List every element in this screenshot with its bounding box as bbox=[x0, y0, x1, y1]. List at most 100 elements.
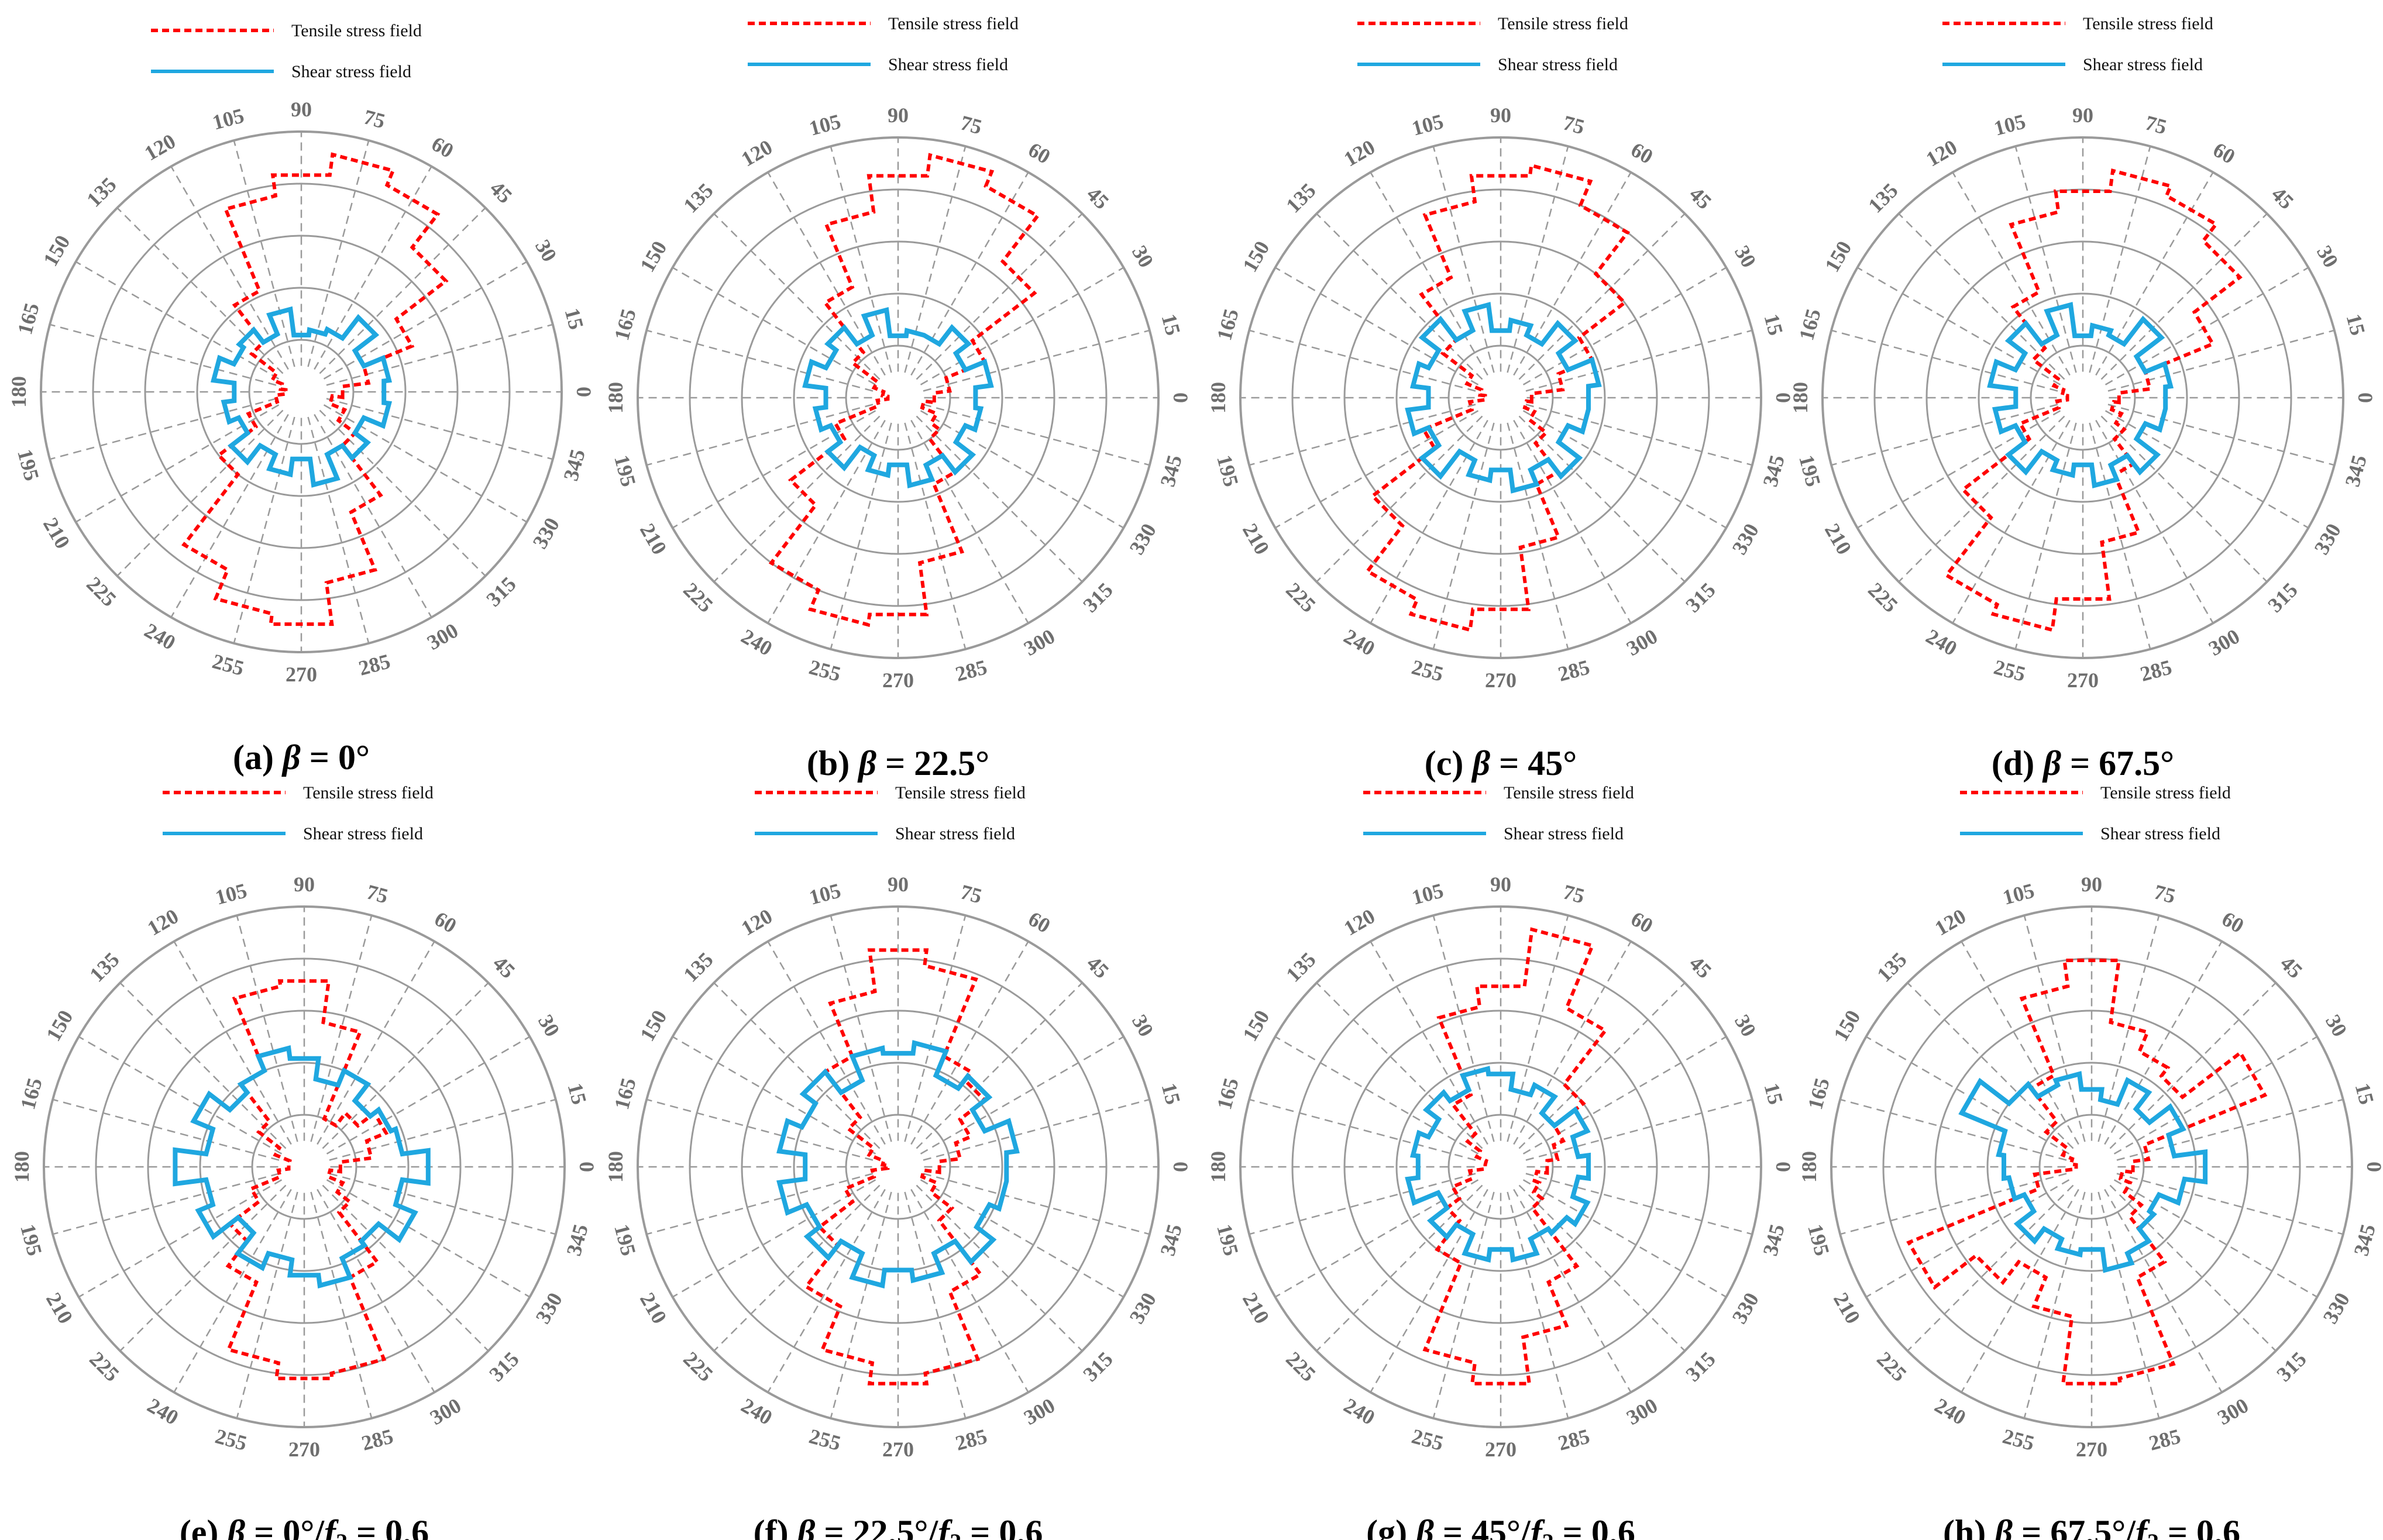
angular-tick-label: 180 bbox=[1789, 382, 1812, 414]
grid-spoke bbox=[1274, 1036, 1479, 1155]
grid-spoke bbox=[1961, 1188, 2079, 1393]
grid-spoke bbox=[2100, 415, 2268, 583]
caption-letter: (c) bbox=[1425, 744, 1473, 783]
grid-spoke bbox=[75, 404, 280, 523]
grid-spoke bbox=[1522, 1036, 1727, 1155]
angular-tick-label: 195 bbox=[1803, 1222, 1834, 1259]
angular-tick-label: 270 bbox=[2076, 1438, 2107, 1461]
grid-spoke bbox=[2109, 982, 2277, 1149]
angular-tick-label: 45 bbox=[1685, 182, 1717, 214]
angular-tick-label: 165 bbox=[16, 1076, 47, 1112]
tensile-series-line bbox=[225, 979, 389, 1380]
grid-spoke bbox=[1518, 1184, 1686, 1352]
angular-tick-label: 240 bbox=[1340, 624, 1379, 660]
grid-spoke bbox=[52, 1173, 280, 1235]
angular-tick-label: 255 bbox=[807, 1424, 844, 1455]
angular-tick-label: 30 bbox=[2312, 242, 2343, 271]
grid-spoke bbox=[329, 1098, 556, 1161]
angular-tick-label: 45 bbox=[1082, 182, 1114, 214]
angular-tick-label: 315 bbox=[1078, 578, 1117, 616]
grid-ring bbox=[1343, 240, 1658, 555]
angular-tick-label: 345 bbox=[2349, 1222, 2380, 1259]
grid-spoke bbox=[1507, 1191, 1569, 1419]
tensile-series-line bbox=[1944, 168, 2243, 632]
angular-tick-label: 75 bbox=[361, 105, 387, 133]
angular-tick-label: 285 bbox=[953, 1424, 990, 1455]
angular-tick-label: 75 bbox=[2143, 111, 2169, 139]
legend: Tensile stress field Shear stress field bbox=[755, 783, 1026, 843]
grid-spoke bbox=[916, 1184, 1083, 1352]
grid-ring bbox=[741, 240, 1055, 555]
grid-spoke bbox=[904, 1191, 967, 1419]
shear-series-line bbox=[776, 1040, 1020, 1288]
angular-tick-label: 300 bbox=[2205, 624, 2244, 660]
grid-spoke bbox=[1370, 1188, 1488, 1393]
panel-caption: (b) β = 22.5° bbox=[807, 744, 989, 783]
angular-tick-label: 135 bbox=[1281, 948, 1320, 986]
angular-tick-label: 195 bbox=[610, 453, 641, 490]
grid-spoke bbox=[2089, 422, 2151, 650]
polar-panel-h: Tensile stress field Shear stress field 0 1… bbox=[1797, 783, 2383, 1540]
grid-spoke bbox=[1898, 415, 2065, 583]
grid-ring bbox=[2030, 344, 2136, 451]
angular-tick-label: 135 bbox=[1872, 948, 1911, 986]
grid-spoke bbox=[2097, 915, 2160, 1142]
grid-ring bbox=[1934, 1010, 2249, 1324]
angular-tick-label: 0 bbox=[575, 1162, 599, 1172]
grid-spoke bbox=[1525, 1173, 1753, 1235]
legend: Tensile stress field Shear stress field bbox=[1357, 14, 1628, 74]
angular-tick-label: 150 bbox=[1238, 237, 1274, 276]
shear-series-line bbox=[173, 1045, 431, 1288]
angular-tick-label: 210 bbox=[635, 1288, 672, 1328]
angular-tick-label: 315 bbox=[484, 1347, 523, 1386]
angular-tick-label: 165 bbox=[1794, 306, 1825, 343]
grid-spoke bbox=[2116, 1098, 2344, 1161]
angular-tick-label: 135 bbox=[82, 173, 121, 211]
grid-spoke bbox=[767, 171, 886, 376]
grid-spoke bbox=[236, 915, 298, 1142]
caption-beta: β bbox=[1415, 1513, 1434, 1540]
grid-spoke bbox=[2095, 419, 2214, 624]
grid-spoke bbox=[713, 1184, 881, 1352]
angular-tick-label: 300 bbox=[1020, 624, 1059, 660]
angular-tick-label: 225 bbox=[679, 578, 717, 616]
grid-spoke bbox=[322, 982, 489, 1149]
grid-spoke bbox=[920, 1179, 1125, 1298]
angular-tick-label: 165 bbox=[610, 1076, 641, 1112]
angular-tick-label: 105 bbox=[213, 878, 250, 909]
angular-tick-label: 270 bbox=[882, 1438, 914, 1461]
angular-tick-label: 30 bbox=[534, 1011, 565, 1041]
grid-spoke bbox=[2095, 171, 2214, 376]
grid-spoke bbox=[307, 140, 370, 367]
grid-spoke bbox=[1513, 419, 1632, 624]
caption-value: = 0°/ bbox=[245, 1513, 325, 1540]
angular-tick-label: 315 bbox=[1681, 578, 1720, 616]
angular-tick-label: 285 bbox=[2147, 1424, 2183, 1455]
panel-caption: (h) β = 67.5°/f2 = 0.6 bbox=[1943, 1513, 2240, 1540]
angular-tick-label: 105 bbox=[2000, 878, 2037, 909]
grid-spoke bbox=[1525, 404, 1753, 466]
grid-spoke bbox=[173, 1188, 292, 1393]
shear-series-line bbox=[1987, 302, 2174, 489]
grid-spoke bbox=[767, 419, 886, 624]
grid-spoke bbox=[49, 398, 277, 460]
grid-spoke bbox=[1274, 267, 1479, 385]
angular-tick-label: 90 bbox=[2072, 104, 2093, 127]
grid-spoke bbox=[78, 1036, 283, 1155]
grid-ring bbox=[1447, 1114, 1554, 1220]
angular-tick-label: 225 bbox=[1281, 1347, 1320, 1386]
angular-tick-label: 255 bbox=[210, 649, 247, 680]
grid-spoke bbox=[2014, 422, 2077, 650]
angular-tick-label: 240 bbox=[140, 618, 180, 654]
angular-tick-label: 210 bbox=[39, 514, 75, 553]
angular-tick-label: 60 bbox=[431, 907, 460, 938]
angular-tick-label: 45 bbox=[486, 177, 517, 208]
angular-tick-label: 255 bbox=[1409, 1424, 1446, 1455]
grid-spoke bbox=[920, 267, 1125, 385]
grid-ring bbox=[199, 1062, 410, 1272]
angular-tick-label: 210 bbox=[42, 1288, 78, 1328]
angular-tick-label: 285 bbox=[1556, 1424, 1593, 1455]
legend-shear-label: Shear stress field bbox=[303, 824, 423, 843]
angular-tick-label: 45 bbox=[489, 952, 520, 983]
grid-spoke bbox=[329, 1173, 556, 1235]
